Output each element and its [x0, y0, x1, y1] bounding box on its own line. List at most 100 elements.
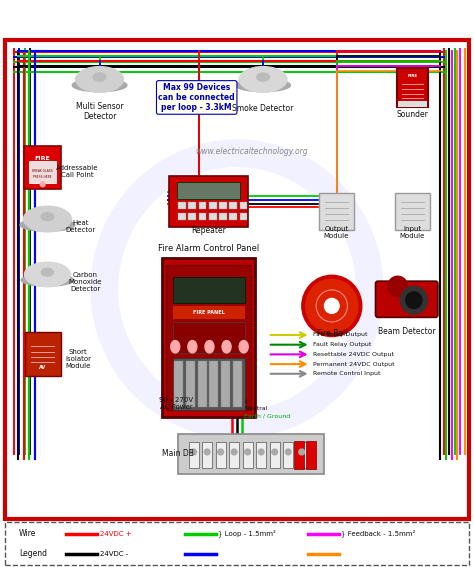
FancyBboxPatch shape — [243, 442, 253, 468]
Ellipse shape — [239, 341, 248, 353]
Text: FIRE: FIRE — [35, 156, 51, 161]
Text: FIRE PANEL: FIRE PANEL — [193, 310, 224, 315]
FancyBboxPatch shape — [169, 176, 248, 227]
Ellipse shape — [24, 206, 71, 232]
FancyBboxPatch shape — [398, 101, 427, 107]
FancyBboxPatch shape — [177, 183, 240, 199]
Circle shape — [388, 276, 408, 297]
Circle shape — [302, 275, 362, 337]
FancyBboxPatch shape — [25, 332, 61, 376]
Text: Multi Sensor
Detector: Multi Sensor Detector — [76, 102, 123, 121]
Text: Fire Bell: Fire Bell — [317, 329, 347, 338]
Ellipse shape — [236, 79, 291, 92]
Text: Neutral: Neutral — [244, 406, 267, 411]
FancyBboxPatch shape — [29, 160, 56, 183]
Ellipse shape — [41, 213, 54, 221]
FancyBboxPatch shape — [229, 213, 237, 219]
FancyBboxPatch shape — [233, 361, 242, 407]
Text: Input
Module: Input Module — [400, 226, 425, 239]
Text: Short
Isolator
Module: Short Isolator Module — [65, 349, 91, 369]
Text: Addressable
Call Point: Addressable Call Point — [56, 165, 99, 178]
FancyBboxPatch shape — [24, 146, 62, 189]
FancyBboxPatch shape — [375, 281, 438, 318]
FancyBboxPatch shape — [198, 361, 207, 407]
Text: Beam Detector: Beam Detector — [378, 327, 436, 336]
FancyBboxPatch shape — [256, 442, 266, 468]
Text: Output
Module: Output Module — [324, 226, 349, 239]
Circle shape — [191, 449, 196, 455]
Ellipse shape — [41, 268, 54, 276]
Text: Earth / Ground: Earth / Ground — [244, 413, 291, 418]
Text: Legend: Legend — [19, 548, 47, 557]
FancyBboxPatch shape — [173, 358, 245, 411]
FancyBboxPatch shape — [173, 306, 245, 319]
Ellipse shape — [93, 73, 106, 81]
Ellipse shape — [72, 79, 127, 92]
FancyBboxPatch shape — [173, 322, 245, 353]
Text: AV: AV — [39, 365, 46, 370]
FancyBboxPatch shape — [199, 213, 206, 219]
FancyBboxPatch shape — [178, 202, 186, 209]
FancyBboxPatch shape — [221, 361, 230, 407]
FancyBboxPatch shape — [166, 265, 251, 411]
Text: Fire Relay Output: Fire Relay Output — [313, 332, 367, 337]
FancyBboxPatch shape — [306, 441, 316, 469]
FancyBboxPatch shape — [294, 441, 304, 469]
Circle shape — [299, 449, 304, 455]
Circle shape — [204, 449, 210, 455]
Text: Fault Relay Output: Fault Relay Output — [313, 342, 371, 347]
FancyBboxPatch shape — [173, 277, 245, 303]
FancyBboxPatch shape — [395, 193, 430, 230]
FancyBboxPatch shape — [229, 442, 239, 468]
Text: 24VDC +: 24VDC + — [100, 531, 132, 536]
Text: Smoke Detector: Smoke Detector — [232, 104, 294, 113]
Ellipse shape — [222, 341, 231, 353]
Text: 24VDC -: 24VDC - — [100, 551, 129, 557]
Text: } Loop - 1.5mm²: } Loop - 1.5mm² — [218, 530, 276, 538]
FancyBboxPatch shape — [162, 258, 255, 417]
Circle shape — [231, 449, 237, 455]
FancyBboxPatch shape — [174, 361, 183, 407]
Circle shape — [218, 449, 224, 455]
Text: Permanent 24VDC Output: Permanent 24VDC Output — [313, 362, 394, 367]
Ellipse shape — [21, 274, 73, 286]
Text: Remote Control Input: Remote Control Input — [313, 371, 380, 376]
FancyBboxPatch shape — [216, 442, 226, 468]
Circle shape — [285, 449, 291, 455]
FancyBboxPatch shape — [209, 213, 217, 219]
FancyBboxPatch shape — [186, 361, 195, 407]
Circle shape — [272, 449, 277, 455]
Text: Addressable Fire Alarm System Wiring: Addressable Fire Alarm System Wiring — [42, 10, 432, 27]
FancyBboxPatch shape — [229, 202, 237, 209]
FancyBboxPatch shape — [240, 213, 247, 219]
Circle shape — [306, 280, 358, 333]
Text: Sounder: Sounder — [396, 110, 428, 119]
FancyBboxPatch shape — [189, 442, 199, 468]
Text: Resettable 24VDC Output: Resettable 24VDC Output — [313, 352, 394, 357]
FancyBboxPatch shape — [219, 202, 227, 209]
Ellipse shape — [205, 341, 214, 353]
FancyBboxPatch shape — [397, 68, 428, 107]
Ellipse shape — [76, 66, 123, 92]
Text: L: L — [244, 399, 247, 404]
Text: Heat
Detector: Heat Detector — [65, 221, 96, 234]
Text: BREAK GLASS: BREAK GLASS — [32, 169, 53, 173]
Text: Repeater: Repeater — [191, 226, 226, 235]
Text: FIRE: FIRE — [407, 74, 418, 78]
Text: www.electricaltechnology.org: www.electricaltechnology.org — [195, 147, 308, 156]
Circle shape — [258, 449, 264, 455]
Circle shape — [40, 182, 45, 187]
Ellipse shape — [257, 73, 269, 81]
Text: Carbon
Monoxide
Detector: Carbon Monoxide Detector — [69, 272, 102, 291]
Text: Wire: Wire — [19, 529, 36, 538]
Ellipse shape — [188, 341, 197, 353]
FancyBboxPatch shape — [199, 202, 206, 209]
FancyBboxPatch shape — [297, 442, 307, 468]
Ellipse shape — [239, 66, 287, 92]
FancyBboxPatch shape — [270, 442, 280, 468]
Text: Main DB: Main DB — [162, 449, 194, 458]
Text: Fire Alarm Control Panel: Fire Alarm Control Panel — [158, 244, 259, 253]
FancyBboxPatch shape — [209, 202, 217, 209]
Text: Max 99 Devices
can be connected
per loop - 3.3kM: Max 99 Devices can be connected per loop… — [158, 83, 235, 112]
Ellipse shape — [20, 218, 75, 231]
